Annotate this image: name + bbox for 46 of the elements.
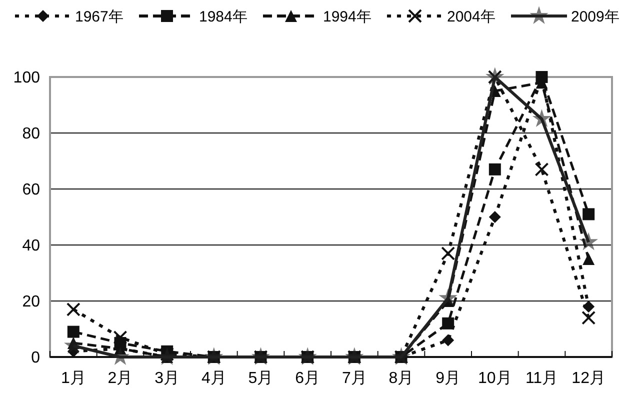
y-tick-label: 20 — [22, 294, 40, 311]
point — [532, 109, 552, 128]
x-tick-label: 4月 — [201, 370, 226, 387]
legend-label: 1994年 — [323, 8, 372, 26]
point — [66, 302, 80, 316]
legend-label: 2004年 — [447, 8, 496, 26]
point — [488, 163, 501, 176]
point — [441, 246, 456, 260]
point — [582, 310, 596, 325]
x-tick-label: 5月 — [248, 370, 274, 387]
point — [251, 347, 270, 366]
x-tick-label: 10月 — [478, 370, 512, 387]
point — [392, 347, 411, 366]
point — [579, 232, 598, 250]
point — [158, 347, 176, 366]
point — [204, 347, 224, 366]
legend-label: 2009年 — [571, 8, 620, 26]
x-tick-label: 1月 — [60, 370, 86, 387]
point — [67, 326, 80, 338]
x-tick-label: 8月 — [388, 370, 414, 387]
point — [442, 317, 454, 330]
x-tick-label: 7月 — [342, 370, 367, 387]
y-tick-label: 80 — [22, 126, 40, 143]
x-tick-label: 3月 — [154, 370, 180, 387]
y-tick-label: 100 — [13, 70, 40, 87]
point — [486, 67, 504, 86]
legend-label: 1967年 — [75, 8, 124, 26]
point — [582, 253, 595, 265]
point — [438, 288, 458, 306]
point — [64, 336, 83, 354]
y-tick-label: 60 — [22, 182, 40, 199]
y-tick-label: 40 — [22, 238, 40, 255]
point — [113, 330, 128, 344]
x-tick-label: 6月 — [295, 370, 320, 387]
x-tick-label: 2月 — [108, 370, 133, 387]
point — [488, 211, 501, 223]
point — [442, 334, 454, 346]
point — [534, 162, 549, 176]
x-tick-label: 11月 — [525, 370, 558, 387]
x-tick-label: 9月 — [436, 370, 461, 387]
point — [582, 208, 595, 220]
y-tick-label: 0 — [31, 350, 40, 367]
point — [345, 347, 364, 366]
point — [298, 347, 317, 366]
x-tick-label: 12月 — [572, 370, 606, 387]
legend-label: 1984年 — [199, 8, 248, 26]
